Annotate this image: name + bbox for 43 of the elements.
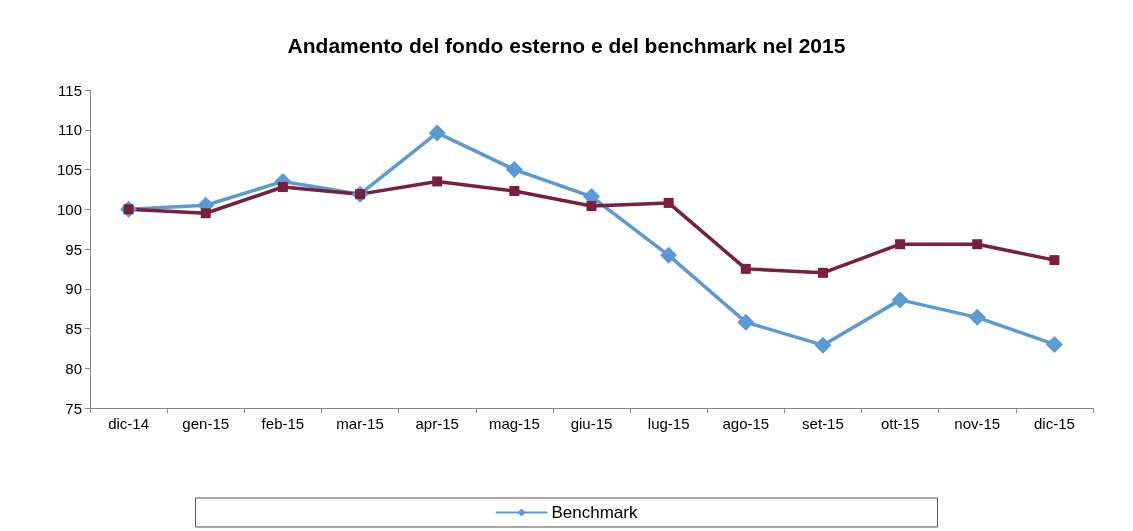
x-tick-label: giu-15 [570, 415, 613, 432]
x-tick-label: mar-15 [336, 415, 384, 432]
point [737, 313, 755, 331]
y-tick-label: 75 [65, 399, 82, 417]
point [505, 161, 523, 178]
x-tick-label: dic-14 [108, 415, 150, 432]
x-tick-label: set-15 [802, 415, 844, 432]
x-tick-label: lug-15 [647, 415, 690, 432]
point [663, 197, 674, 208]
y-tick-label: 110 [58, 121, 82, 139]
point [740, 263, 751, 274]
point [972, 239, 983, 250]
point [968, 308, 986, 326]
point [1045, 335, 1063, 353]
x-tick-label: mag-15 [488, 415, 540, 432]
y-tick-label: 115 [58, 81, 82, 99]
y-tick-label: 100 [56, 200, 82, 218]
x-tick-label: ott-15 [880, 415, 920, 432]
legend-label: Benchmark [551, 503, 638, 522]
point [432, 176, 443, 187]
x-tick-label: gen-15 [182, 415, 230, 432]
point [277, 181, 288, 192]
x-tick-label: feb-15 [261, 415, 305, 432]
point [891, 291, 909, 309]
y-tick-label: 85 [65, 320, 82, 337]
x-tick-label: nov-15 [954, 415, 1001, 432]
x-tick-label: dic-15 [1033, 415, 1075, 432]
x-tick-label: apr-15 [415, 415, 459, 432]
point [814, 336, 832, 354]
y-tick-label: 90 [65, 280, 82, 298]
x-tick-label: ago-15 [722, 415, 770, 432]
point [1049, 255, 1060, 266]
y-tick-label: 95 [65, 240, 82, 258]
point [509, 185, 520, 196]
point [817, 267, 828, 278]
point [660, 246, 678, 264]
y-tick-label: 105 [56, 161, 82, 178]
point [895, 239, 906, 250]
point [428, 124, 446, 142]
chart-title: Andamento del fondo esterno e del benchmark nel 2015 [287, 34, 846, 57]
point [200, 208, 211, 219]
point [586, 201, 597, 212]
y-tick-label: 80 [65, 359, 82, 377]
